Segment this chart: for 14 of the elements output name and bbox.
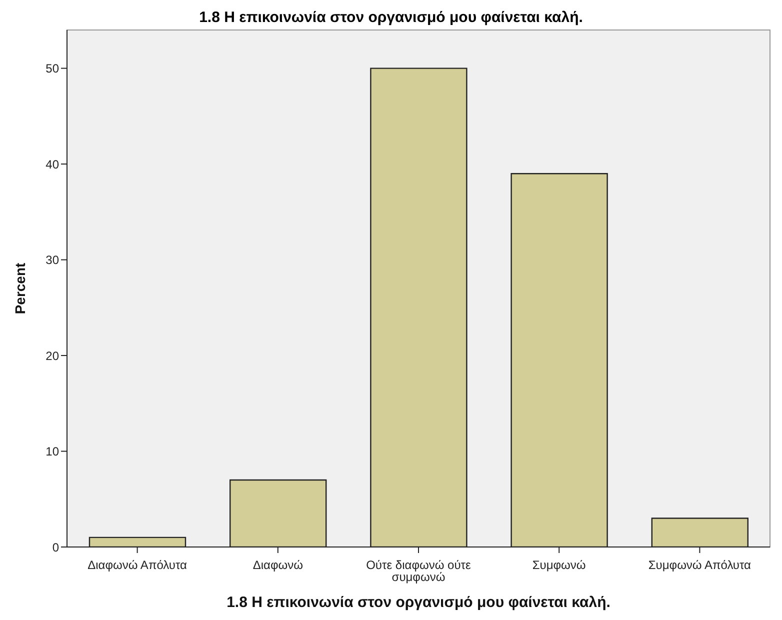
x-tick-label: Ούτε διαφωνώ ούτε συμφωνώ: [366, 558, 472, 584]
y-tick-label: 0: [52, 540, 60, 554]
y-tick-label: 10: [46, 444, 60, 459]
x-tick-label: Διαφωνώ: [252, 558, 303, 572]
x-tick-label: Διαφωνώ Απόλυτα: [88, 558, 188, 572]
y-tick-label: 50: [46, 62, 60, 76]
x-axis-title: 1.8 Η επικοινωνία στον οργανισμό μου φαίνεται καλή.: [226, 594, 610, 611]
y-tick-label: 30: [46, 253, 60, 268]
y-tick-label: 40: [46, 157, 60, 172]
x-tick-label: Συμφωνώ Απόλυτα: [648, 558, 752, 572]
y-axis-title: Percent: [12, 262, 28, 314]
y-tick-label: 20: [46, 348, 60, 363]
chart-title: 1.8 Η επικοινωνία στον οργανισμό μου φαίνεται καλή.: [198, 8, 584, 28]
x-tick-label: Συμφωνώ: [532, 558, 586, 572]
